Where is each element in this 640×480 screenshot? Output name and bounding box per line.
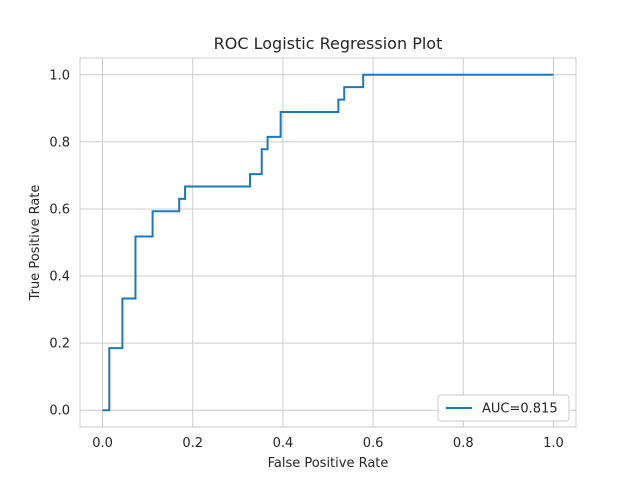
x-tick-label: 0.6 bbox=[363, 436, 384, 451]
x-tick-label: 0.4 bbox=[273, 436, 294, 451]
roc-curve-line bbox=[102, 73, 554, 412]
y-tick-label: 0.0 bbox=[49, 404, 70, 419]
legend-label: AUC=0.815 bbox=[482, 402, 558, 417]
chart-title: ROC Logistic Regression Plot bbox=[214, 34, 443, 53]
x-tick-label: 0.8 bbox=[453, 436, 474, 451]
grid-layer bbox=[80, 58, 576, 427]
y-axis-label: True Positive Rate bbox=[28, 185, 43, 302]
y-tick-label: 0.4 bbox=[49, 270, 70, 285]
legend-box bbox=[437, 394, 570, 422]
y-tick-label: 0.8 bbox=[49, 135, 70, 150]
legend: AUC=0.815 bbox=[437, 394, 570, 422]
x-axis-label: False Positive Rate bbox=[268, 456, 389, 471]
x-tick-label: 0.2 bbox=[182, 436, 203, 451]
series-layer bbox=[102, 73, 554, 412]
x-tick-label: 0.0 bbox=[92, 436, 113, 451]
y-tick-label: 0.6 bbox=[49, 202, 70, 217]
y-tick-label: 1.0 bbox=[49, 68, 70, 83]
y-tick-label: 0.2 bbox=[49, 337, 70, 352]
tick-layer: 0.0 0.2 0.4 0.6 0.8 1.0 0.0 0.2 0.4 0.6 0.8 1.0 bbox=[49, 68, 563, 451]
x-tick-label: 1.0 bbox=[543, 436, 564, 451]
plot-frame bbox=[79, 57, 577, 428]
